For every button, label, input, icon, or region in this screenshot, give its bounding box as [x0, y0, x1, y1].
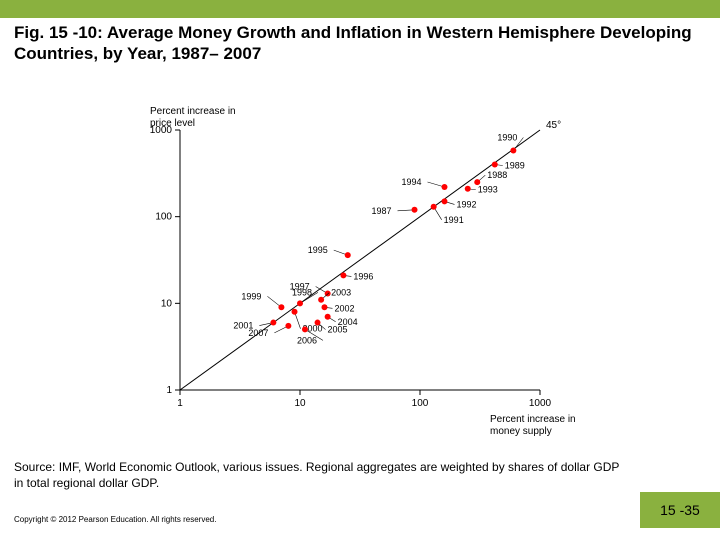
svg-text:2006: 2006 [297, 335, 317, 345]
svg-text:2003: 2003 [331, 288, 351, 298]
svg-text:1990: 1990 [497, 133, 517, 143]
svg-text:1000: 1000 [529, 398, 552, 409]
copyright-text: Copyright © 2012 Pearson Education. All … [14, 515, 216, 524]
svg-text:2007: 2007 [248, 328, 268, 338]
svg-text:1992: 1992 [456, 199, 476, 209]
svg-text:100: 100 [412, 398, 429, 409]
svg-text:2002: 2002 [334, 303, 354, 313]
svg-text:1993: 1993 [478, 185, 498, 195]
svg-text:45°: 45° [546, 120, 561, 131]
svg-text:1988: 1988 [487, 170, 507, 180]
svg-text:1: 1 [166, 385, 172, 396]
svg-text:1994: 1994 [401, 177, 421, 187]
svg-text:1995: 1995 [308, 245, 328, 255]
svg-text:1987: 1987 [372, 206, 392, 216]
scatter-chart: 11010010001101001000Percent increase inp… [120, 100, 600, 440]
svg-text:1996: 1996 [353, 271, 373, 281]
svg-text:1989: 1989 [505, 160, 525, 170]
svg-text:1998: 1998 [292, 287, 312, 297]
svg-text:10: 10 [161, 298, 173, 309]
accent-bar [0, 0, 720, 18]
svg-text:1999: 1999 [241, 291, 261, 301]
svg-text:10: 10 [294, 398, 306, 409]
page-number: 15 -35 [660, 502, 700, 518]
page-number-box: 15 -35 [640, 492, 720, 528]
svg-text:1: 1 [177, 398, 183, 409]
figure-title: Fig. 15 -10: Average Money Growth and In… [14, 22, 706, 65]
svg-text:price level: price level [150, 118, 195, 129]
source-note: Source: IMF, World Economic Outlook, var… [14, 460, 630, 491]
svg-text:money supply: money supply [490, 426, 552, 437]
svg-text:1991: 1991 [444, 215, 464, 225]
svg-text:Percent increase in: Percent increase in [490, 414, 576, 425]
svg-text:Percent increase in: Percent increase in [150, 106, 236, 117]
slide: Fig. 15 -10: Average Money Growth and In… [0, 0, 720, 540]
svg-text:100: 100 [155, 212, 172, 223]
svg-text:2005: 2005 [328, 325, 348, 335]
